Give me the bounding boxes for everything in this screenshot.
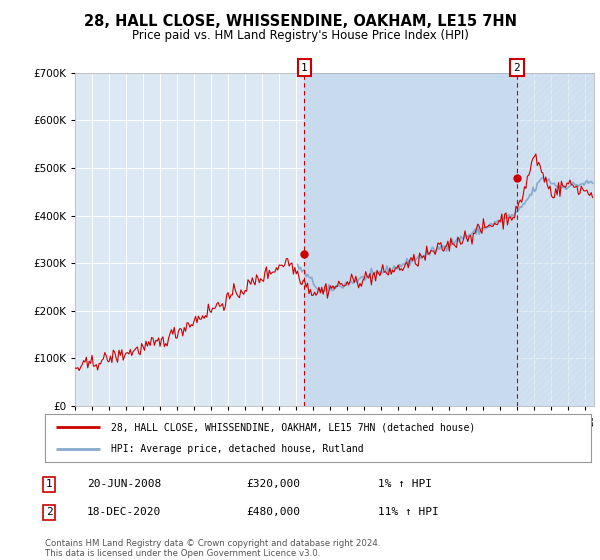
Text: 18-DEC-2020: 18-DEC-2020 (87, 507, 161, 517)
Text: HPI: Average price, detached house, Rutland: HPI: Average price, detached house, Rutl… (110, 444, 363, 454)
Text: Contains HM Land Registry data © Crown copyright and database right 2024.
This d: Contains HM Land Registry data © Crown c… (45, 539, 380, 558)
Text: 20-JUN-2008: 20-JUN-2008 (87, 479, 161, 489)
Text: £480,000: £480,000 (246, 507, 300, 517)
Text: 1: 1 (46, 479, 53, 489)
Text: 28, HALL CLOSE, WHISSENDINE, OAKHAM, LE15 7HN (detached house): 28, HALL CLOSE, WHISSENDINE, OAKHAM, LE1… (110, 422, 475, 432)
Text: 1% ↑ HPI: 1% ↑ HPI (378, 479, 432, 489)
Text: 28, HALL CLOSE, WHISSENDINE, OAKHAM, LE15 7HN: 28, HALL CLOSE, WHISSENDINE, OAKHAM, LE1… (83, 14, 517, 29)
Text: 11% ↑ HPI: 11% ↑ HPI (378, 507, 439, 517)
Text: 2: 2 (514, 63, 520, 73)
Bar (304, 73, 517, 406)
Text: £320,000: £320,000 (246, 479, 300, 489)
Text: 1: 1 (301, 63, 308, 73)
Bar (517, 73, 594, 406)
Text: Price paid vs. HM Land Registry's House Price Index (HPI): Price paid vs. HM Land Registry's House … (131, 29, 469, 42)
Text: 2: 2 (46, 507, 53, 517)
